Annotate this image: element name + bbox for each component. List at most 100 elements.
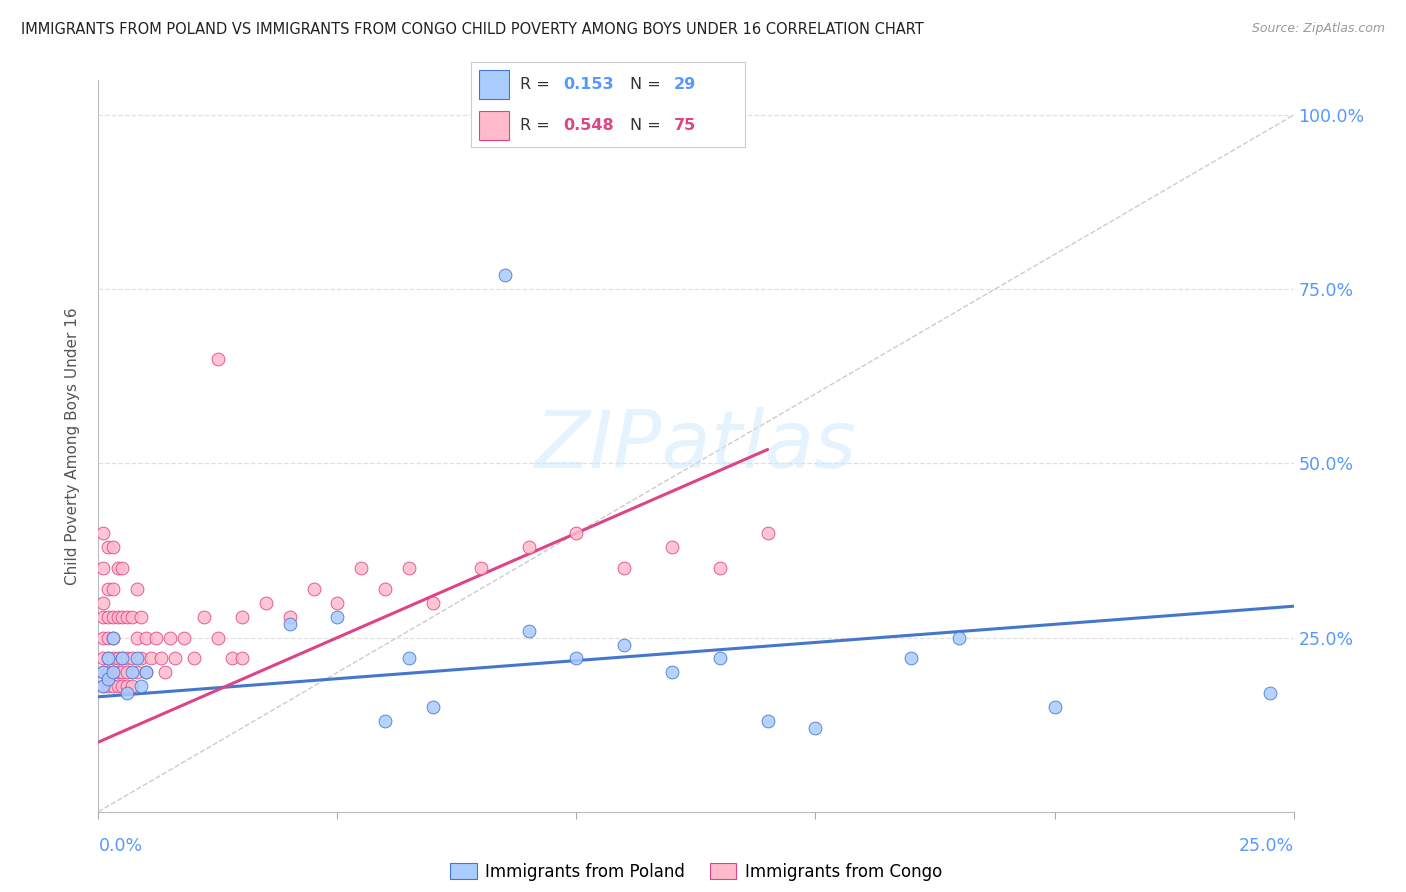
Point: [756, 526, 779, 541]
Point: [91, 526, 114, 541]
Text: 0.548: 0.548: [562, 118, 613, 133]
Point: [125, 651, 148, 665]
Point: [221, 651, 243, 665]
Point: [374, 714, 396, 728]
Point: [326, 609, 349, 624]
Text: 0.153: 0.153: [562, 77, 613, 92]
Point: [613, 561, 636, 575]
Point: [183, 651, 205, 665]
Point: [135, 665, 157, 680]
Point: [900, 651, 922, 665]
Point: [350, 561, 373, 575]
Point: [97, 540, 120, 554]
Point: [207, 351, 229, 366]
Text: 75: 75: [673, 118, 696, 133]
Point: [149, 651, 172, 665]
Point: [121, 651, 143, 665]
Text: Source: ZipAtlas.com: Source: ZipAtlas.com: [1251, 22, 1385, 36]
Text: R =: R =: [520, 118, 555, 133]
Point: [111, 679, 134, 693]
Point: [1043, 700, 1066, 714]
Point: [159, 631, 181, 645]
Point: [145, 631, 167, 645]
Point: [111, 609, 134, 624]
Point: [101, 679, 124, 693]
Point: [97, 679, 120, 693]
Point: [115, 609, 138, 624]
Point: [107, 651, 129, 665]
Point: [756, 714, 779, 728]
Point: [115, 679, 138, 693]
Point: [91, 631, 114, 645]
Point: [91, 596, 114, 610]
Point: [101, 665, 124, 680]
Text: 25.0%: 25.0%: [1239, 837, 1294, 855]
Point: [709, 651, 731, 665]
Point: [101, 631, 124, 645]
FancyBboxPatch shape: [479, 111, 509, 139]
Point: [97, 651, 120, 665]
Point: [125, 631, 148, 645]
Point: [135, 631, 157, 645]
Point: [101, 582, 124, 596]
Point: [302, 582, 325, 596]
Point: [131, 679, 153, 693]
Point: [565, 651, 588, 665]
Point: [709, 561, 731, 575]
Point: [101, 665, 124, 680]
Point: [155, 665, 177, 680]
Point: [231, 609, 253, 624]
Legend: Immigrants from Poland, Immigrants from Congo: Immigrants from Poland, Immigrants from …: [443, 856, 949, 888]
Point: [494, 268, 516, 283]
Point: [97, 651, 120, 665]
Point: [107, 561, 129, 575]
Point: [97, 665, 120, 680]
Point: [517, 624, 540, 638]
Point: [97, 631, 120, 645]
Point: [948, 631, 970, 645]
Point: [470, 561, 492, 575]
Point: [121, 679, 143, 693]
Text: 29: 29: [673, 77, 696, 92]
Point: [121, 609, 143, 624]
Point: [125, 582, 148, 596]
Point: [111, 651, 134, 665]
Point: [139, 651, 162, 665]
Point: [101, 631, 124, 645]
Point: [207, 631, 229, 645]
Point: [278, 616, 301, 631]
Point: [661, 540, 683, 554]
Point: [135, 665, 157, 680]
Point: [422, 700, 444, 714]
Point: [91, 665, 114, 680]
Point: [517, 540, 540, 554]
Point: [111, 665, 134, 680]
Point: [101, 651, 124, 665]
FancyBboxPatch shape: [479, 70, 509, 99]
Point: [131, 609, 153, 624]
Point: [661, 665, 683, 680]
Point: [115, 686, 138, 700]
Point: [613, 638, 636, 652]
Point: [111, 561, 134, 575]
Point: [193, 609, 215, 624]
Point: [326, 596, 349, 610]
Point: [91, 609, 114, 624]
Point: [163, 651, 186, 665]
Point: [101, 609, 124, 624]
Point: [107, 679, 129, 693]
Point: [111, 651, 134, 665]
Point: [115, 665, 138, 680]
Point: [1258, 686, 1281, 700]
Y-axis label: Child Poverty Among Boys Under 16: Child Poverty Among Boys Under 16: [65, 307, 80, 585]
Point: [173, 631, 195, 645]
Point: [254, 596, 277, 610]
Point: [107, 665, 129, 680]
Text: N =: N =: [630, 118, 666, 133]
Text: 0.0%: 0.0%: [98, 837, 142, 855]
Point: [101, 540, 124, 554]
Point: [422, 596, 444, 610]
Point: [398, 651, 420, 665]
Point: [565, 526, 588, 541]
Point: [278, 609, 301, 624]
